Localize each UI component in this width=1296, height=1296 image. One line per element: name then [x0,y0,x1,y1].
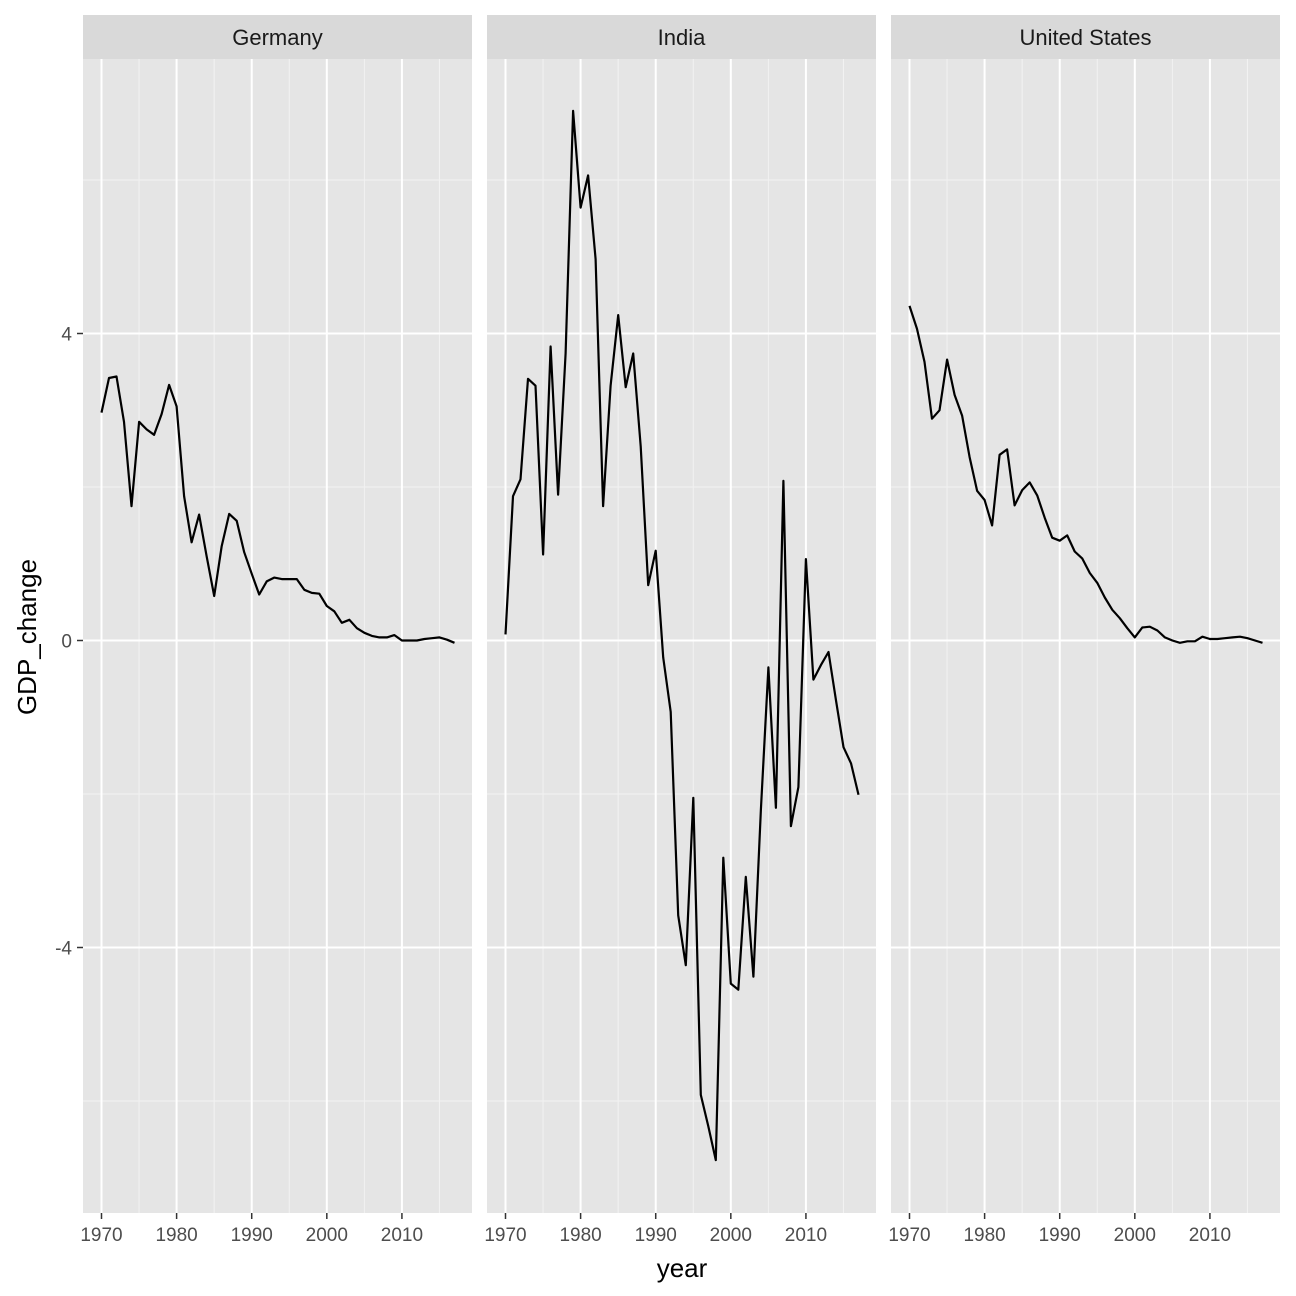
x-tick-label: 1990 [231,1225,273,1246]
x-tick-label: 2000 [710,1225,752,1246]
x-tick-label: 2000 [1114,1225,1156,1246]
x-tick-label: 1980 [559,1225,601,1246]
y-tick-label: 4 [61,325,72,346]
x-axis-title: year [657,1253,708,1283]
x-tick-label: 2010 [785,1225,827,1246]
panel-background [891,59,1280,1213]
facet-strip [891,15,1280,59]
series-line-india [504,109,860,1162]
x-tick-label: 2010 [381,1225,423,1246]
y-axis: -4 0 4 [55,325,83,960]
x-tick-label: 1970 [888,1225,930,1246]
series-line-germany [100,375,455,644]
panel-background [487,59,876,1213]
facet-strip [487,15,876,59]
x-tick-label: 1980 [963,1225,1005,1246]
y-tick-label: -4 [55,939,72,960]
x-tick-label: 1970 [80,1225,122,1246]
facet-germany: Germany 1970 1980 1990 2000 2010 [80,15,472,1246]
y-axis-title: GDP_change [12,559,42,715]
x-tick-label: 1980 [155,1225,197,1246]
facet-strip-label: India [658,25,706,50]
x-tick-label: 1970 [484,1225,526,1246]
panel-background [83,59,472,1213]
facet-panels: Germany 1970 1980 1990 2000 2010 India 1970 1980… [80,15,1280,1246]
facet-india: India 1970 1980 1990 2000 2010 [484,15,876,1246]
x-tick-label: 2000 [306,1225,348,1246]
facet-strip-label: United States [1019,25,1151,50]
x-tick-label: 1990 [1039,1225,1081,1246]
facet-united-states: United States 1970 1980 1990 2000 2010 [888,15,1280,1246]
facet-strip-label: Germany [232,25,322,50]
x-tick-label: 2010 [1189,1225,1231,1246]
series-line-united-states [908,305,1263,644]
y-tick-label: 0 [61,632,72,653]
x-tick-label: 1990 [635,1225,677,1246]
facet-strip [83,15,472,59]
